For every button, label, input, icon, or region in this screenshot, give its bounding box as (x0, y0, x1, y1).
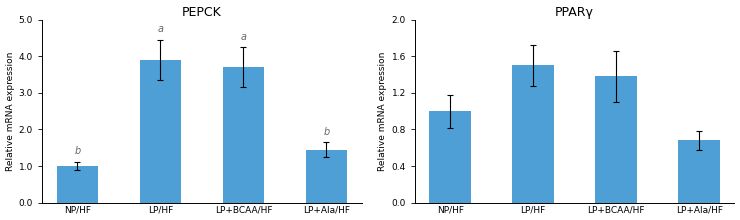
Text: b: b (74, 146, 81, 156)
Bar (429, 111, 471, 203)
Text: b: b (323, 127, 329, 137)
Title: PPARγ: PPARγ (555, 6, 594, 18)
Text: a: a (240, 32, 246, 42)
Y-axis label: Relative mRNA expression: Relative mRNA expression (378, 51, 387, 171)
Bar (306, 150, 347, 203)
Y-axis label: Relative mRNA expression: Relative mRNA expression (6, 51, 15, 171)
Bar (223, 67, 264, 203)
Bar (512, 66, 554, 203)
Bar (140, 60, 181, 203)
Title: PEPCK: PEPCK (182, 6, 222, 18)
Bar (679, 140, 720, 203)
Text: a: a (158, 24, 164, 34)
Bar (57, 166, 98, 203)
Bar (596, 76, 637, 203)
